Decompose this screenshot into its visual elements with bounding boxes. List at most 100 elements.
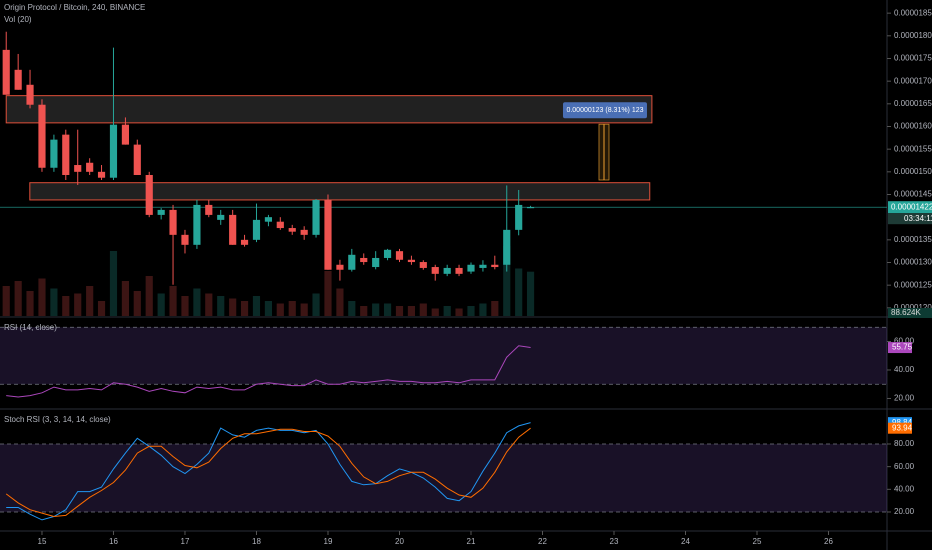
- volume-last-box: [888, 308, 932, 318]
- volume-title: Vol (20): [4, 15, 32, 24]
- candle-body: [121, 124, 129, 145]
- candle-body: [62, 134, 70, 176]
- countdown-box: [888, 213, 932, 225]
- last-value-box: [888, 417, 912, 429]
- volume-bar: [324, 271, 332, 316]
- candle-body: [240, 239, 249, 245]
- candle-body: [443, 267, 451, 274]
- volume-bar: [229, 298, 237, 316]
- candle-body: [181, 234, 189, 245]
- candle-body: [515, 204, 523, 230]
- volume-bar: [26, 291, 34, 316]
- candle-body: [50, 139, 58, 168]
- candle-body: [407, 259, 416, 263]
- candle-body: [38, 104, 46, 168]
- volume-bar: [2, 286, 10, 316]
- y-tick-label: 60.00: [894, 462, 915, 471]
- candle-body: [312, 199, 320, 235]
- indicator-line: [6, 422, 531, 521]
- y-tick-label: 20.00: [894, 507, 915, 516]
- volume-bar: [479, 303, 487, 316]
- candle-body: [2, 49, 10, 95]
- volume-bar: [133, 291, 141, 316]
- last-value-label: 98.84: [892, 418, 913, 427]
- candle-body: [288, 228, 296, 232]
- volume-last-label: 88.624K: [891, 308, 921, 317]
- candle-body: [372, 257, 380, 268]
- candle-body: [264, 217, 273, 222]
- x-tick-label: 18: [252, 537, 261, 546]
- band: [0, 443, 887, 512]
- candle-body: [360, 257, 368, 263]
- y-tick-label: 80.00: [894, 439, 915, 448]
- last-value-box: [888, 342, 912, 354]
- y-tick-label: 60.00: [894, 337, 915, 346]
- volume-bar: [288, 301, 296, 316]
- volume-bar: [312, 293, 320, 316]
- candle-body: [348, 254, 356, 270]
- volume-bar: [74, 293, 82, 316]
- volume-bar: [62, 296, 70, 316]
- candle-body: [526, 207, 535, 209]
- candle-body: [14, 69, 22, 90]
- volume-bar: [526, 271, 535, 316]
- candle-body: [217, 214, 225, 220]
- volume-bar: [491, 301, 499, 316]
- x-tick-label: 22: [538, 537, 547, 546]
- volume-bar: [97, 301, 106, 316]
- candle-body: [26, 84, 34, 105]
- candle-body: [479, 264, 487, 268]
- y-tick-label: 40.00: [894, 365, 915, 374]
- candle-body: [276, 221, 284, 229]
- volume-bar: [300, 303, 308, 316]
- volume-bar: [372, 303, 380, 316]
- volume-bar: [467, 306, 475, 316]
- y-tick-label: 40.00: [894, 484, 915, 493]
- volume-bar: [121, 281, 129, 316]
- candle-body: [419, 262, 427, 268]
- candle-body: [455, 267, 463, 274]
- volume-bar: [169, 286, 177, 316]
- volume-bar: [383, 303, 392, 316]
- candle-body: [503, 229, 511, 265]
- candle-body: [336, 264, 344, 270]
- volume-bar: [360, 306, 368, 316]
- candle-body: [491, 264, 499, 268]
- volume-bar: [395, 306, 404, 316]
- candle-body: [431, 267, 439, 274]
- stoch-title: Stoch RSI (3, 3, 14, 14, close): [4, 415, 111, 424]
- candle-body: [395, 251, 404, 260]
- volume-bar: [109, 251, 118, 316]
- volume-bar: [443, 306, 451, 316]
- last-value-box: [888, 422, 912, 434]
- x-tick-label: 16: [109, 537, 118, 546]
- candle-body: [193, 204, 201, 245]
- volume-bar: [348, 301, 356, 316]
- x-tick-label: 25: [753, 537, 762, 546]
- volume-bar: [14, 281, 22, 316]
- volume-bar: [252, 296, 261, 316]
- chart-title: Origin Protocol / Bitcoin, 240, BINANCE: [4, 3, 145, 12]
- volume-bar: [431, 308, 439, 316]
- x-tick-label: 20: [395, 537, 404, 546]
- candle-body: [97, 171, 106, 178]
- volume-bar: [86, 286, 94, 316]
- candle-body: [157, 209, 165, 215]
- rsi-title: RSI (14, close): [4, 323, 57, 332]
- candle-body: [467, 264, 475, 272]
- volume-bar: [264, 301, 273, 316]
- volume-bar: [515, 268, 523, 316]
